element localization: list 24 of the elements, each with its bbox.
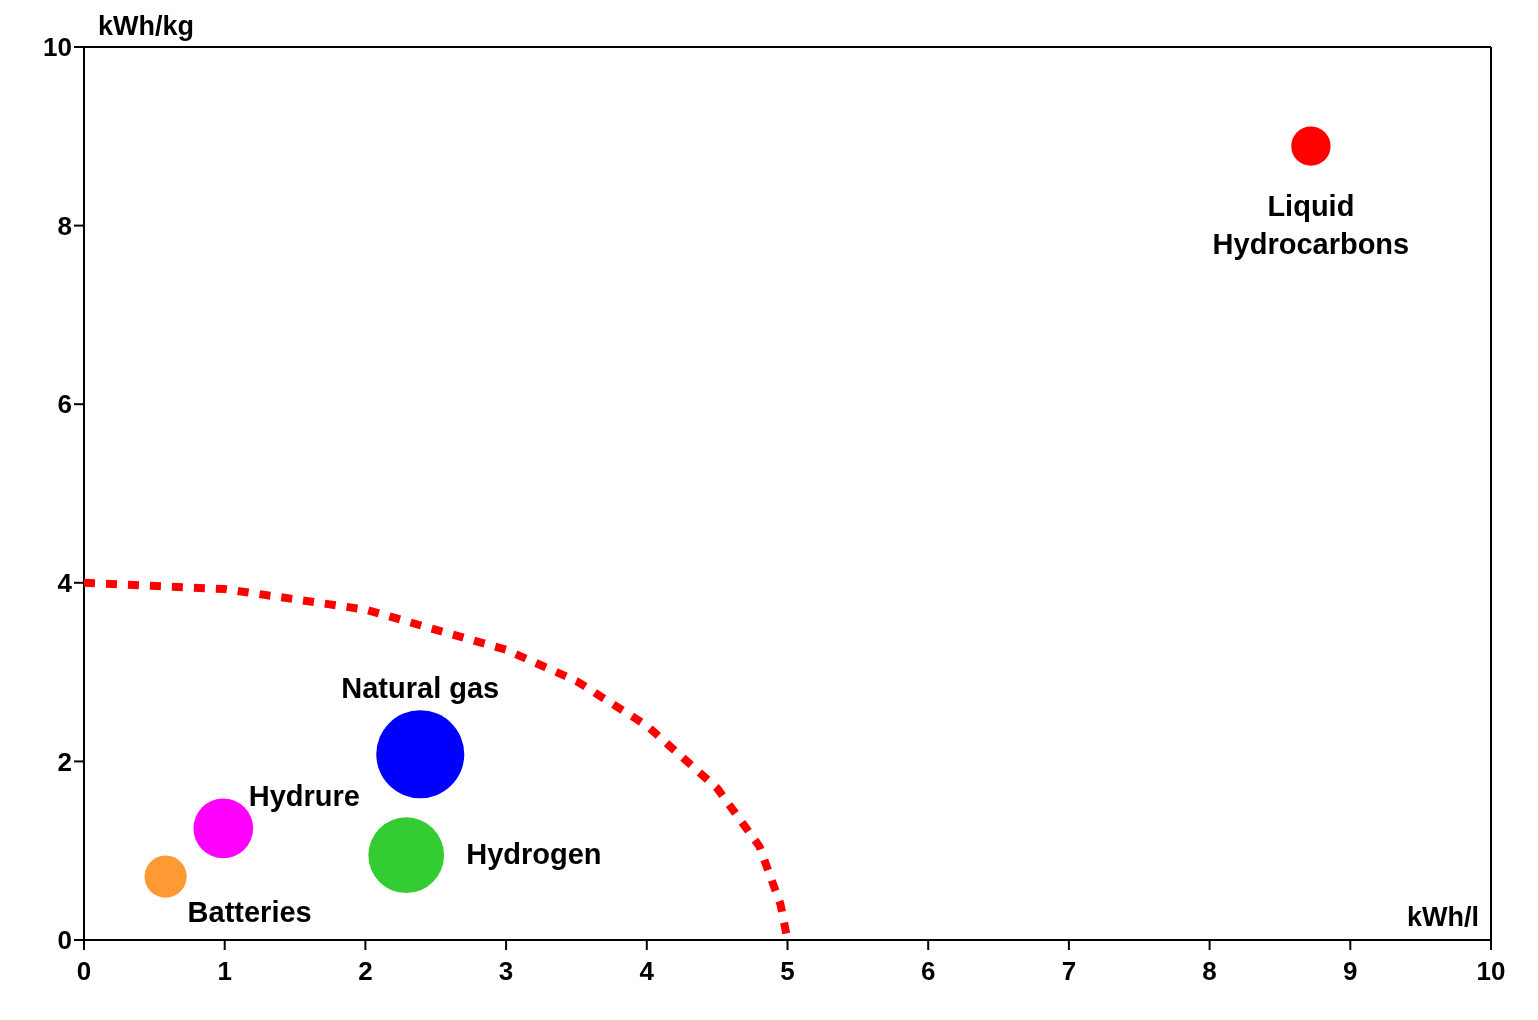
y-tick-label: 4 (57, 568, 73, 599)
x-tick-label: 3 (498, 956, 514, 987)
y-tick-label: 2 (57, 746, 72, 777)
x-tick-label: 4 (639, 956, 655, 987)
y-tick-label: 6 (57, 389, 72, 420)
x-tick-label: 10 (1476, 956, 1506, 987)
series-label: Hydrure (248, 780, 360, 813)
x-tick-label: 5 (780, 956, 795, 987)
x-tick-label: 1 (217, 956, 232, 987)
x-tick-label: 2 (358, 956, 373, 987)
series-label: Natural gas (341, 672, 500, 705)
y-tick-label: 0 (57, 925, 72, 956)
x-tick-label: 6 (920, 956, 936, 987)
y-axis-title: kWh/kg (98, 11, 195, 41)
x-tick-label: 8 (1202, 956, 1217, 987)
x-tick-label: 0 (76, 956, 92, 987)
x-tick-label: 9 (1343, 956, 1358, 987)
text: Liquid Hydrocarbons (1212, 190, 1410, 261)
y-tick-label: 8 (57, 210, 72, 241)
series-label: Hydrogen (466, 838, 602, 871)
x-tick-label: 7 (1061, 956, 1077, 987)
series-label: Batteries (187, 895, 312, 928)
x-axis-title: kWh/l (1407, 902, 1479, 932)
y-tick-label: 10 (43, 32, 72, 63)
